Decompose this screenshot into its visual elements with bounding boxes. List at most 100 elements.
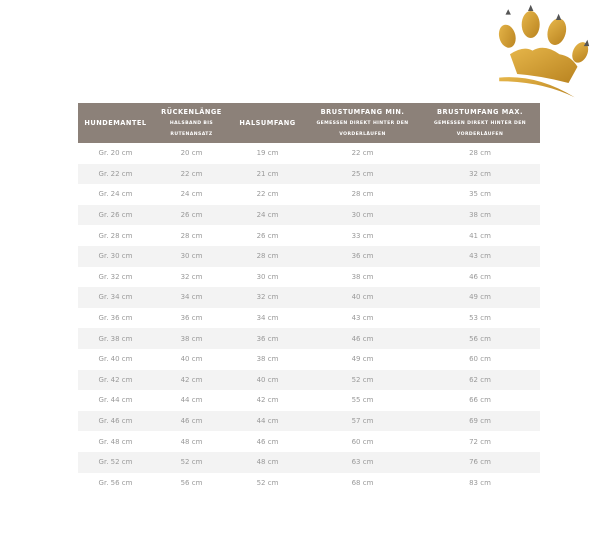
table-cell: 33 cm	[351, 231, 374, 240]
table-cell: 19 cm	[256, 149, 279, 158]
table-cell: 40 cm	[180, 355, 203, 364]
table-cell: 69 cm	[420, 410, 540, 432]
table-cell: 28 cm	[469, 149, 491, 158]
table-cell: 36 cm	[180, 314, 203, 323]
table-cell: 52 cm	[305, 369, 420, 391]
table-cell: 34 cm	[153, 287, 230, 308]
table-cell: 30 cm	[305, 204, 420, 226]
table-cell: Gr. 22 cm	[78, 163, 153, 185]
table-cell: 83 cm	[469, 478, 491, 487]
table-cell: 22 cm	[153, 163, 230, 185]
table-cell: Gr. 48 cm	[98, 437, 133, 446]
table-cell: 49 cm	[420, 287, 540, 308]
table-row: Gr. 52 cm 52 cm 48 cm 63 cm 76 cm	[78, 451, 540, 473]
table-row: Gr. 48 cm 48 cm 46 cm 60 cm 72 cm	[78, 431, 540, 452]
table-cell: 60 cm	[469, 355, 491, 364]
column-subtitle: HALSBAND BIS RUTENANSATZ	[169, 121, 214, 137]
table-cell: 44 cm	[180, 396, 203, 405]
table-cell: 43 cm	[420, 245, 540, 267]
table-cell: Gr. 42 cm	[78, 369, 153, 391]
table-row: Gr. 22 cm 22 cm 21 cm 25 cm 32 cm	[78, 163, 540, 185]
table-cell: 46 cm	[153, 410, 230, 432]
table-cell: 63 cm	[305, 451, 420, 473]
table-cell: Gr. 34 cm	[78, 287, 153, 308]
table-cell: 36 cm	[305, 245, 420, 267]
table-cell: Gr. 26 cm	[78, 204, 153, 226]
table-cell: 60 cm	[351, 437, 374, 446]
table-cell: 57 cm	[305, 410, 420, 432]
table-row: Gr. 56 cm 56 cm 52 cm 68 cm 83 cm	[78, 473, 540, 494]
table-cell: 32 cm	[420, 163, 540, 185]
table-row: Gr. 38 cm 38 cm 36 cm 46 cm 56 cm	[78, 328, 540, 349]
table-cell: 53 cm	[469, 314, 491, 323]
table-cell: 48 cm	[230, 451, 305, 473]
table-cell: Gr. 44 cm	[98, 396, 133, 405]
table-cell: 56 cm	[180, 478, 203, 487]
column-header: HALSUMFANG	[230, 103, 305, 143]
table-cell: 20 cm	[180, 149, 203, 158]
table-cell: Gr. 38 cm	[78, 328, 153, 349]
table-cell: 52 cm	[256, 478, 279, 487]
table-cell: 46 cm	[256, 437, 279, 446]
table-cell: 76 cm	[420, 451, 540, 473]
table-cell: 40 cm	[230, 369, 305, 391]
table-cell: 42 cm	[256, 396, 279, 405]
table-cell: 21 cm	[230, 163, 305, 185]
table-cell: 56 cm	[420, 328, 540, 349]
table-row: Gr. 20 cm 20 cm 19 cm 22 cm 28 cm	[78, 143, 540, 164]
column-subtitle: GEMESSEN DIREKT HINTER DEN VORDERLÄUFEN	[316, 121, 409, 137]
table-cell: 28 cm	[230, 245, 305, 267]
table-cell: 26 cm	[153, 204, 230, 226]
table-cell: 38 cm	[153, 328, 230, 349]
column-subtitle: GEMESSEN DIREKT HINTER DEN VORDERLÄUFEN	[433, 121, 527, 137]
column-title: RÜCKENLÄNGE	[161, 108, 222, 116]
table-header-row: HUNDEMANTEL RÜCKENLÄNGE HALSBAND BIS RUTEN…	[78, 103, 540, 143]
table-cell: 34 cm	[256, 314, 279, 323]
table-cell: Gr. 40 cm	[98, 355, 133, 364]
table-cell: 52 cm	[153, 451, 230, 473]
table-row: Gr. 40 cm 40 cm 38 cm 49 cm 60 cm	[78, 349, 540, 370]
table-cell: 43 cm	[351, 314, 374, 323]
table-cell: 32 cm	[180, 272, 203, 281]
table-cell: Gr. 20 cm	[98, 149, 133, 158]
table-cell: 24 cm	[230, 204, 305, 226]
table-cell: 22 cm	[256, 190, 279, 199]
table-row: Gr. 24 cm 24 cm 22 cm 28 cm 35 cm	[78, 184, 540, 205]
table-row: Gr. 42 cm 42 cm 40 cm 52 cm 62 cm	[78, 369, 540, 391]
table-cell: Gr. 36 cm	[98, 314, 133, 323]
table-cell: 30 cm	[153, 245, 230, 267]
table-row: Gr. 26 cm 26 cm 24 cm 30 cm 38 cm	[78, 204, 540, 226]
table-cell: Gr. 32 cm	[98, 272, 133, 281]
table-cell: 35 cm	[469, 190, 491, 199]
table-cell: 46 cm	[305, 328, 420, 349]
column-title: BRUSTUMFANG MIN.	[320, 108, 405, 116]
table-cell: 28 cm	[351, 190, 374, 199]
table-cell: 38 cm	[351, 272, 374, 281]
table-cell: 48 cm	[180, 437, 203, 446]
table-cell: 44 cm	[230, 410, 305, 432]
table-cell: Gr. 52 cm	[78, 451, 153, 473]
column-header: BRUSTUMFANG MAX. GEMESSEN DIREKT HINTER D…	[420, 103, 540, 143]
table-cell: Gr. 56 cm	[98, 478, 133, 487]
table-row: Gr. 34 cm 34 cm 32 cm 40 cm 49 cm	[78, 287, 540, 308]
table-cell: 42 cm	[153, 369, 230, 391]
table-cell: 40 cm	[305, 287, 420, 308]
table-cell: Gr. 28 cm	[98, 231, 133, 240]
column-header: HUNDEMANTEL	[78, 103, 153, 143]
table-row: Gr. 46 cm 46 cm 44 cm 57 cm 69 cm	[78, 410, 540, 432]
table-cell: 38 cm	[420, 204, 540, 226]
table-cell: 41 cm	[469, 231, 491, 240]
column-header: BRUSTUMFANG MIN. GEMESSEN DIREKT HINTER D…	[305, 103, 420, 143]
table-cell: 32 cm	[230, 287, 305, 308]
table-cell: 30 cm	[256, 272, 279, 281]
table-cell: 38 cm	[256, 355, 279, 364]
size-chart-table: HUNDEMANTEL RÜCKENLÄNGE HALSBAND BIS RUTEN…	[78, 103, 540, 493]
column-header: RÜCKENLÄNGE HALSBAND BIS RUTENANSATZ	[153, 103, 230, 143]
column-title: HUNDEMANTEL	[84, 119, 147, 127]
table-cell: 72 cm	[469, 437, 491, 446]
table-row: Gr. 30 cm 30 cm 28 cm 36 cm 43 cm	[78, 245, 540, 267]
column-title: BRUSTUMFANG MAX.	[437, 108, 523, 116]
column-title: HALSUMFANG	[239, 119, 296, 127]
table-cell: Gr. 46 cm	[78, 410, 153, 432]
table-cell: 46 cm	[469, 272, 491, 281]
